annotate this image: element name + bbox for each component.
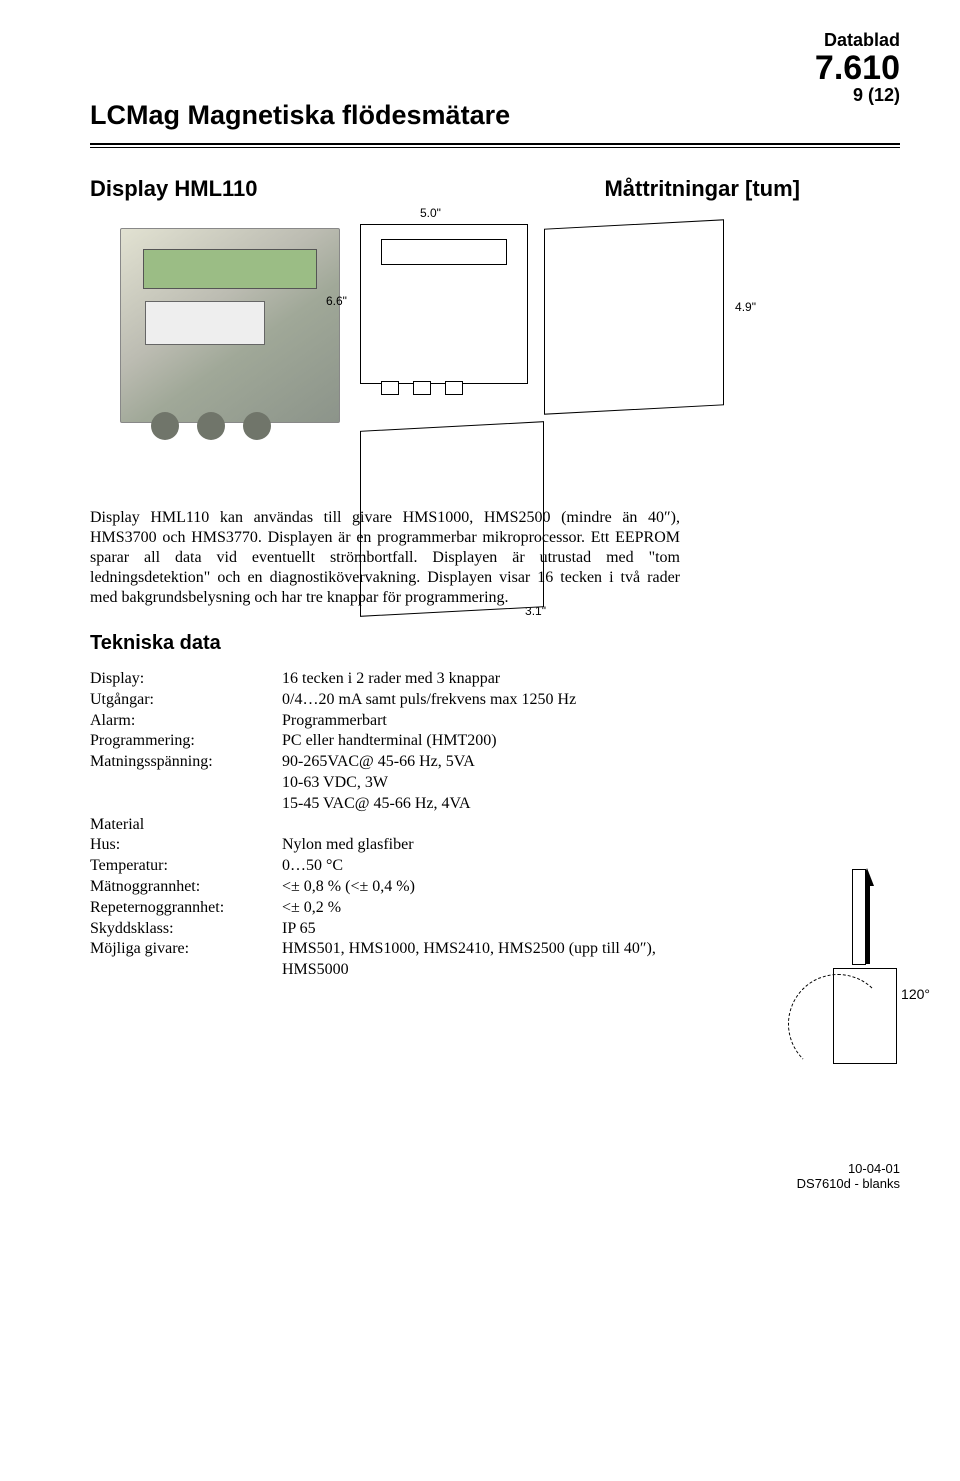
spec-key: Hus: [90,835,282,856]
description-text: Display HML110 kan användas till givare … [90,508,680,608]
spec-row: Repeternoggrannhet:<± 0,2 % [90,898,680,919]
divider-thick [90,143,900,145]
spec-value: <± 0,2 % [282,898,680,919]
spec-row: Programmering:PC eller handterminal (HMT… [90,731,680,752]
footer-date: 10-04-01 [90,1161,900,1176]
spec-row: Alarm:Programmerbart [90,711,680,732]
page-indicator: 9 (12) [815,85,900,106]
spec-key: Skyddsklass: [90,919,282,940]
divider-thin [90,147,900,148]
swing-lid [852,869,866,965]
spec-row: Display:16 tecken i 2 rader med 3 knappa… [90,669,680,690]
front-lcd [381,239,507,265]
footer: 10-04-01 DS7610d - blanks [90,1161,900,1191]
spec-value: HMS501, HMS1000, HMS2410, HMS2500 (upp t… [282,939,680,981]
spec-table: Display:16 tecken i 2 rader med 3 knappa… [90,669,680,981]
photo-cable-glands [151,412,271,440]
spec-value: Programmerbart [282,711,680,732]
spec-value: 0…50 °C [282,856,680,877]
main-title: LCMag Magnetiska flödesmätare [90,100,815,131]
spec-row: Temperatur:0…50 °C [90,856,680,877]
spec-key: Repeternoggrannhet: [90,898,282,919]
spec-key: Matningsspänning: [90,752,282,814]
spec-row: Skyddsklass:IP 65 [90,919,680,940]
spec-key: Möjliga givare: [90,939,282,981]
spec-value: 0/4…20 mA samt puls/frekvens max 1250 Hz [282,690,680,711]
footer-doc: DS7610d - blanks [90,1176,900,1191]
spec-value: IP 65 [282,919,680,940]
spec-key: Programmering: [90,731,282,752]
spec-row: Material [90,815,680,836]
product-photo [120,228,340,423]
content-row: Display HML110 kan användas till givare … [90,508,900,981]
spec-value: <± 0,8 % (<± 0,4 %) [282,877,680,898]
datablad-label: Datablad [815,30,900,51]
spec-row: Möjliga givare:HMS501, HMS1000, HMS2410,… [90,939,680,981]
subhead-left: Display HML110 [90,176,258,202]
swing-diagram: 120° [800,868,930,1108]
page-header: LCMag Magnetiska flödesmätare Datablad 7… [90,30,900,131]
spec-row: Matningsspänning:90-265VAC@ 45-66 Hz, 5V… [90,752,680,814]
drawings-area: 5.0" 6.6" 5.1" 4.9" 3.1" [90,220,900,500]
swing-arc [788,974,888,1074]
front-glands [381,381,463,395]
photo-device-label [145,301,265,345]
swing-angle-label: 120° [901,986,930,1002]
subhead-row: Display HML110 Måttritningar [tum] [90,176,900,202]
spec-key: Material [90,815,282,836]
front-view-drawing [360,224,528,384]
spec-value: 90-265VAC@ 45-66 Hz, 5VA 10-63 VDC, 3W 1… [282,752,680,814]
spec-row: Mätnoggrannhet:<± 0,8 % (<± 0,4 %) [90,877,680,898]
dim-height: 4.9" [735,300,756,314]
spec-key: Utgångar: [90,690,282,711]
spec-value: 16 tecken i 2 rader med 3 knappar [282,669,680,690]
doc-number: 7.610 [815,51,900,85]
header-right-block: Datablad 7.610 9 (12) [815,30,900,106]
dim-left: 6.6" [326,294,347,308]
spec-key: Display: [90,669,282,690]
tech-data-heading: Tekniska data [90,632,680,655]
spec-key: Mätnoggrannhet: [90,877,282,898]
left-column: Display HML110 kan användas till givare … [90,508,680,981]
spec-row: Utgångar:0/4…20 mA samt puls/frekvens ma… [90,690,680,711]
spec-key: Alarm: [90,711,282,732]
spec-key: Temperatur: [90,856,282,877]
spec-value: PC eller handterminal (HMT200) [282,731,680,752]
spec-value: Nylon med glasfiber [282,835,680,856]
subhead-right: Måttritningar [tum] [604,176,800,202]
spec-value [282,815,680,836]
dim-top: 5.0" [420,206,441,220]
spec-row: Hus:Nylon med glasfiber [90,835,680,856]
iso-view-1 [544,219,724,414]
